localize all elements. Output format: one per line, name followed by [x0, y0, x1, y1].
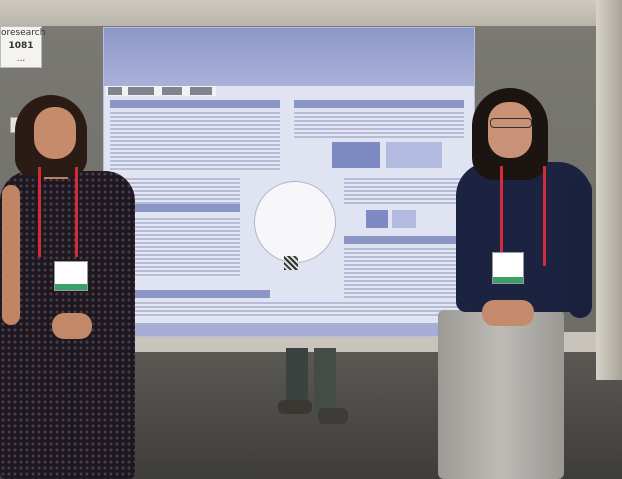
clasped-hands — [482, 300, 534, 326]
clasped-hands — [52, 313, 92, 339]
text-block — [110, 112, 280, 172]
logo-icon — [128, 87, 154, 95]
poster-footer — [104, 323, 474, 336]
poster-table — [386, 142, 442, 168]
logo-icon — [108, 87, 122, 95]
poster-logo-strip — [106, 86, 216, 96]
section-header — [110, 100, 280, 108]
leg — [286, 348, 308, 408]
text-block — [294, 112, 464, 138]
section-header — [110, 290, 270, 298]
text-block — [110, 302, 460, 318]
grey-pants — [438, 310, 564, 479]
shoe — [278, 400, 312, 414]
red-lanyard — [38, 167, 78, 257]
logo-icon — [162, 87, 182, 95]
badge-stripe — [55, 284, 87, 290]
presenter-left — [0, 95, 140, 479]
badge-stripe — [493, 277, 523, 283]
section-header — [344, 236, 464, 244]
board-label-line2: 1081 — [8, 41, 34, 51]
board-frame-top — [0, 0, 622, 26]
qr-code-icon — [284, 256, 298, 270]
shoe — [318, 408, 348, 424]
poster-figure — [332, 142, 380, 168]
poster-center-diagram — [254, 181, 336, 263]
board-frame-right — [596, 0, 622, 380]
text-block — [344, 178, 464, 204]
poster-figure — [392, 210, 416, 228]
poster-figure — [366, 210, 388, 228]
leg — [314, 348, 336, 414]
name-badge — [54, 261, 88, 291]
arm — [2, 185, 20, 325]
red-lanyard — [500, 166, 546, 266]
background-person-legs — [278, 348, 348, 428]
arm — [568, 178, 592, 318]
face — [34, 107, 76, 159]
section-header — [294, 100, 464, 108]
text-block — [344, 248, 464, 298]
poster-header — [104, 28, 474, 86]
board-label-line1: oresearch — [1, 28, 46, 38]
name-badge — [492, 252, 524, 284]
glasses-icon — [490, 118, 532, 128]
face — [488, 102, 532, 158]
board-label-line3: ... — [16, 54, 26, 64]
presenter-right — [420, 88, 600, 479]
section-header — [110, 204, 240, 212]
board-number-label: oresearch 1081 ... — [0, 26, 46, 68]
logo-icon — [190, 87, 212, 95]
